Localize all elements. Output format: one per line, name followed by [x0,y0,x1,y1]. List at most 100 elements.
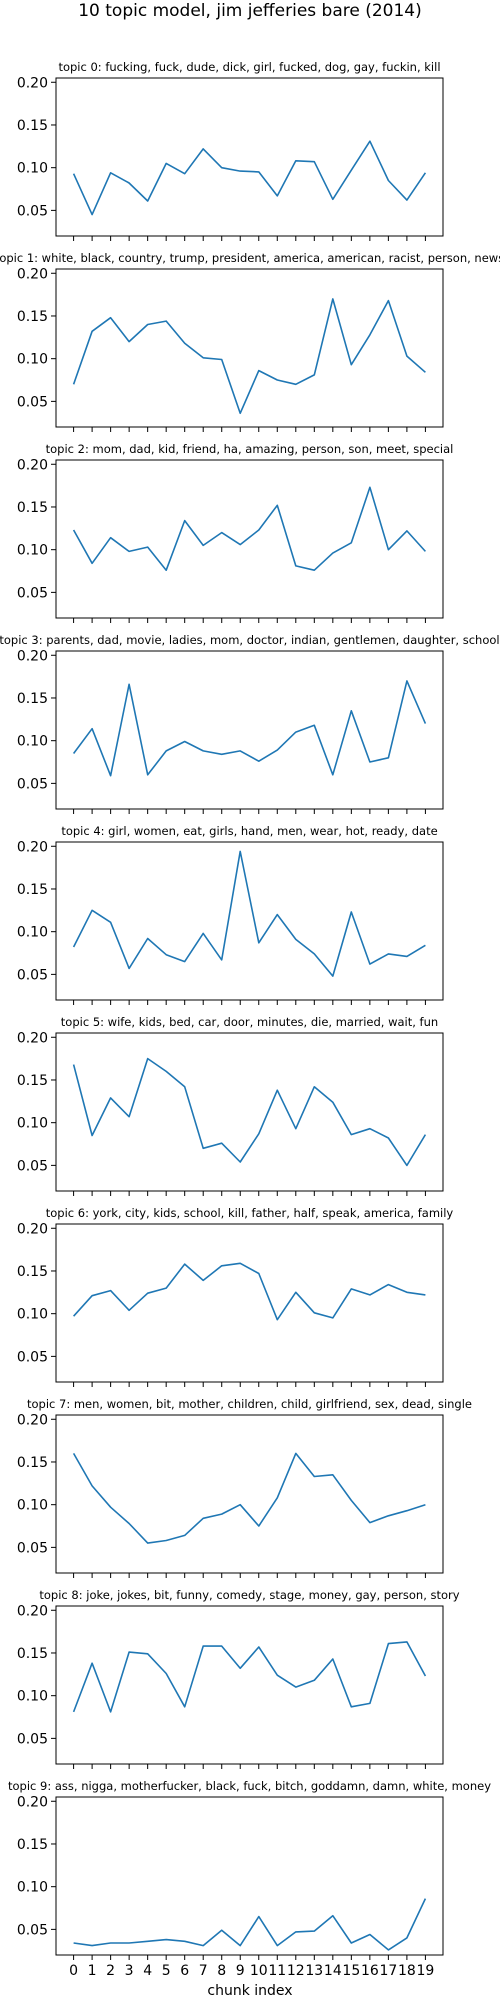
y-tick-label: 0.15 [17,691,48,707]
y-tick-label: 0.05 [17,394,48,410]
series-line [72,1641,427,1713]
y-tick-label: 0.20 [17,457,48,473]
y-tick-label: 0.05 [17,203,48,219]
chart-title: topic 1: white, black, country, trump, p… [0,251,500,265]
y-tick-label: 0.05 [17,1540,48,1556]
y-tick-label: 0.05 [17,1349,48,1365]
y-tick-label: 0.15 [17,882,48,898]
y-tick-label: 0.10 [17,161,48,177]
series-line [72,1057,427,1167]
x-tick-label: 1 [88,1963,97,1979]
x-tick-label: 13 [305,1963,323,1979]
x-tick-label: 10 [250,1963,268,1979]
x-tick-label: 3 [125,1963,134,1979]
chart-panel-2: topic 2: mom, dad, kid, friend, ha, amaz… [17,442,454,623]
series-line [73,1898,427,1951]
x-tick-label: 0 [69,1963,78,1979]
chart-panel-0: topic 0: fucking, fuck, dude, dick, girl… [17,60,444,241]
x-tick-label: 5 [162,1963,171,1979]
plot-frame [55,1796,444,1956]
chart-panel-9: topic 9: ass, nigga, motherfucker, black… [8,1779,491,1979]
y-tick-label: 0.10 [17,543,48,559]
y-tick-label: 0.05 [17,1158,48,1174]
y-tick-label: 0.15 [17,309,48,325]
chart-panel-1: topic 1: white, black, country, trump, p… [0,251,500,432]
chart-title: topic 9: ass, nigga, motherfucker, black… [8,1779,491,1793]
chart-title: topic 3: parents, dad, movie, ladies, mo… [0,633,500,647]
y-tick-label: 0.10 [17,1880,48,1896]
figure-title: 10 topic model, jim jefferies bare (2014… [78,1,422,21]
y-tick-label: 0.20 [17,1794,48,1810]
x-tick-label: 7 [199,1963,208,1979]
chart-panel-5: topic 5: wife, kids, bed, car, door, min… [17,1015,444,1196]
chart-title: topic 8: joke, jokes, bit, funny, comedy… [39,1588,459,1602]
plot-frame [55,841,444,1001]
y-tick-label: 0.10 [17,1689,48,1705]
chart-panel-8: topic 8: joke, jokes, bit, funny, comedy… [17,1588,460,1769]
y-tick-label: 0.15 [17,1837,48,1853]
y-tick-label: 0.10 [17,1498,48,1514]
y-tick-label: 0.20 [17,1603,48,1619]
y-tick-label: 0.05 [17,776,48,792]
chart-panel-3: topic 3: parents, dad, movie, ladies, mo… [0,633,500,814]
y-tick-label: 0.10 [17,734,48,750]
y-tick-label: 0.15 [17,500,48,516]
y-tick-label: 0.05 [17,585,48,601]
plot-frame [55,268,444,428]
y-tick-label: 0.10 [17,1116,48,1132]
plot-frame [55,1414,444,1574]
chart-title: topic 7: men, women, bit, mother, childr… [27,1397,472,1411]
y-tick-label: 0.15 [17,1264,48,1280]
chart-title: topic 0: fucking, fuck, dude, dick, girl… [58,60,440,74]
y-tick-label: 0.05 [17,967,48,983]
x-tick-label: 19 [416,1963,434,1979]
y-tick-label: 0.15 [17,1455,48,1471]
plot-frame [55,1223,444,1383]
chart-title: topic 6: york, city, kids, school, kill,… [46,1206,454,1220]
panels: topic 0: fucking, fuck, dude, dick, girl… [0,60,500,1979]
series-line [73,1262,426,1321]
y-tick-label: 0.10 [17,925,48,941]
series-line [72,298,426,415]
x-tick-label: 12 [287,1963,305,1979]
plot-frame [55,77,444,237]
chart-title: topic 2: mom, dad, kid, friend, ha, amaz… [46,442,454,456]
y-tick-label: 0.05 [17,1922,48,1938]
plot-frame [55,650,444,810]
x-tick-label: 17 [379,1963,397,1979]
y-tick-label: 0.20 [17,1221,48,1237]
y-tick-label: 0.20 [17,839,48,855]
y-tick-label: 0.15 [17,1646,48,1662]
y-tick-label: 0.15 [17,1073,48,1089]
y-tick-label: 0.15 [17,118,48,134]
series-line [72,486,426,572]
x-tick-label: 18 [398,1963,416,1979]
y-tick-label: 0.20 [17,648,48,664]
series-line [72,1452,426,1544]
plot-frame [55,1032,444,1192]
x-tick-label: 15 [342,1963,360,1979]
chart-panel-6: topic 6: york, city, kids, school, kill,… [17,1206,454,1387]
x-tick-label: 16 [361,1963,379,1979]
chart-panel-4: topic 4: girl, women, eat, girls, hand, … [17,824,444,1005]
y-tick-label: 0.20 [17,266,48,282]
chart-title: topic 5: wife, kids, bed, car, door, min… [61,1015,438,1029]
chart-panel-7: topic 7: men, women, bit, mother, childr… [17,1397,472,1578]
chart-title: topic 4: girl, women, eat, girls, hand, … [61,824,437,838]
series-line [72,140,427,216]
y-tick-label: 0.20 [17,1412,48,1428]
x-tick-label: 2 [106,1963,115,1979]
x-tick-label: 11 [268,1963,286,1979]
series-line [72,680,427,777]
x-tick-label: 6 [180,1963,189,1979]
x-tick-label: 8 [217,1963,226,1979]
y-tick-label: 0.10 [17,1307,48,1323]
x-tick-label: 4 [143,1963,152,1979]
series-line [72,850,426,977]
y-tick-label: 0.20 [17,75,48,91]
y-tick-label: 0.05 [17,1731,48,1747]
x-axis-label: chunk index [207,1983,292,1999]
x-tick-label: 14 [324,1963,342,1979]
x-tick-label: 9 [236,1963,245,1979]
plot-frame [55,1605,444,1765]
